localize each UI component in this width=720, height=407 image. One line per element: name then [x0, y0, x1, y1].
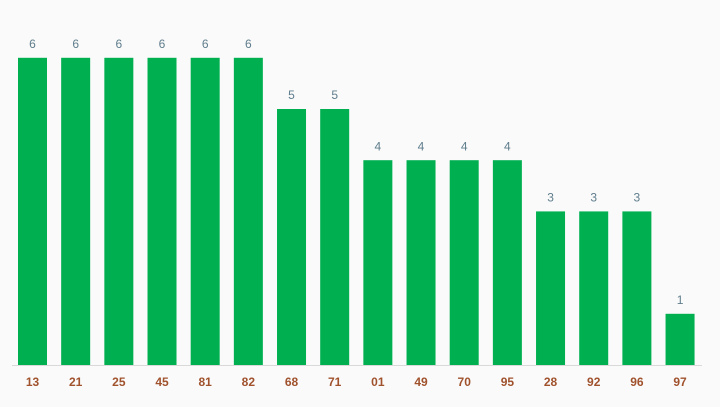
x-tick-label: 92	[587, 375, 601, 389]
value-label: 1	[677, 293, 684, 307]
x-tick-label: 45	[155, 375, 169, 389]
bar	[233, 57, 263, 366]
bar	[406, 160, 436, 365]
value-label: 3	[590, 191, 597, 205]
x-tick-label: 96	[630, 375, 644, 389]
x-tick-label: 01	[371, 375, 385, 389]
x-tick-label: 13	[26, 375, 40, 389]
x-tick-label: 49	[414, 375, 428, 389]
x-tick-label: 25	[112, 375, 126, 389]
value-label: 6	[202, 37, 209, 51]
x-tick-label: 82	[242, 375, 256, 389]
bar	[622, 211, 652, 365]
bar	[190, 57, 220, 366]
bar	[104, 57, 134, 366]
x-tick-label: 71	[328, 375, 342, 389]
value-label: 6	[159, 37, 166, 51]
value-label: 3	[634, 191, 641, 205]
bar	[492, 160, 522, 365]
value-label: 4	[461, 139, 468, 153]
x-tick-label: 68	[285, 375, 299, 389]
x-tick-label: 97	[673, 375, 687, 389]
value-label: 3	[547, 191, 554, 205]
value-label: 4	[418, 139, 425, 153]
value-label: 5	[331, 88, 338, 102]
x-tick-label: 70	[458, 375, 472, 389]
bar	[536, 211, 566, 365]
bar	[277, 109, 307, 365]
bar	[147, 57, 177, 366]
value-label: 5	[288, 88, 295, 102]
value-label: 6	[245, 37, 252, 51]
bar	[579, 211, 609, 365]
value-label: 6	[115, 37, 122, 51]
bar	[320, 109, 350, 365]
bar	[61, 57, 91, 366]
bar	[363, 160, 393, 365]
x-tick-label: 81	[199, 375, 213, 389]
x-tick-label: 95	[501, 375, 515, 389]
value-label: 4	[504, 139, 511, 153]
value-label: 6	[72, 37, 79, 51]
value-label: 4	[375, 139, 382, 153]
x-tick-label: 21	[69, 375, 83, 389]
x-tick-label: 28	[544, 375, 558, 389]
bar	[665, 313, 695, 365]
bar	[449, 160, 479, 365]
value-label: 6	[29, 37, 36, 51]
bar	[18, 57, 47, 366]
